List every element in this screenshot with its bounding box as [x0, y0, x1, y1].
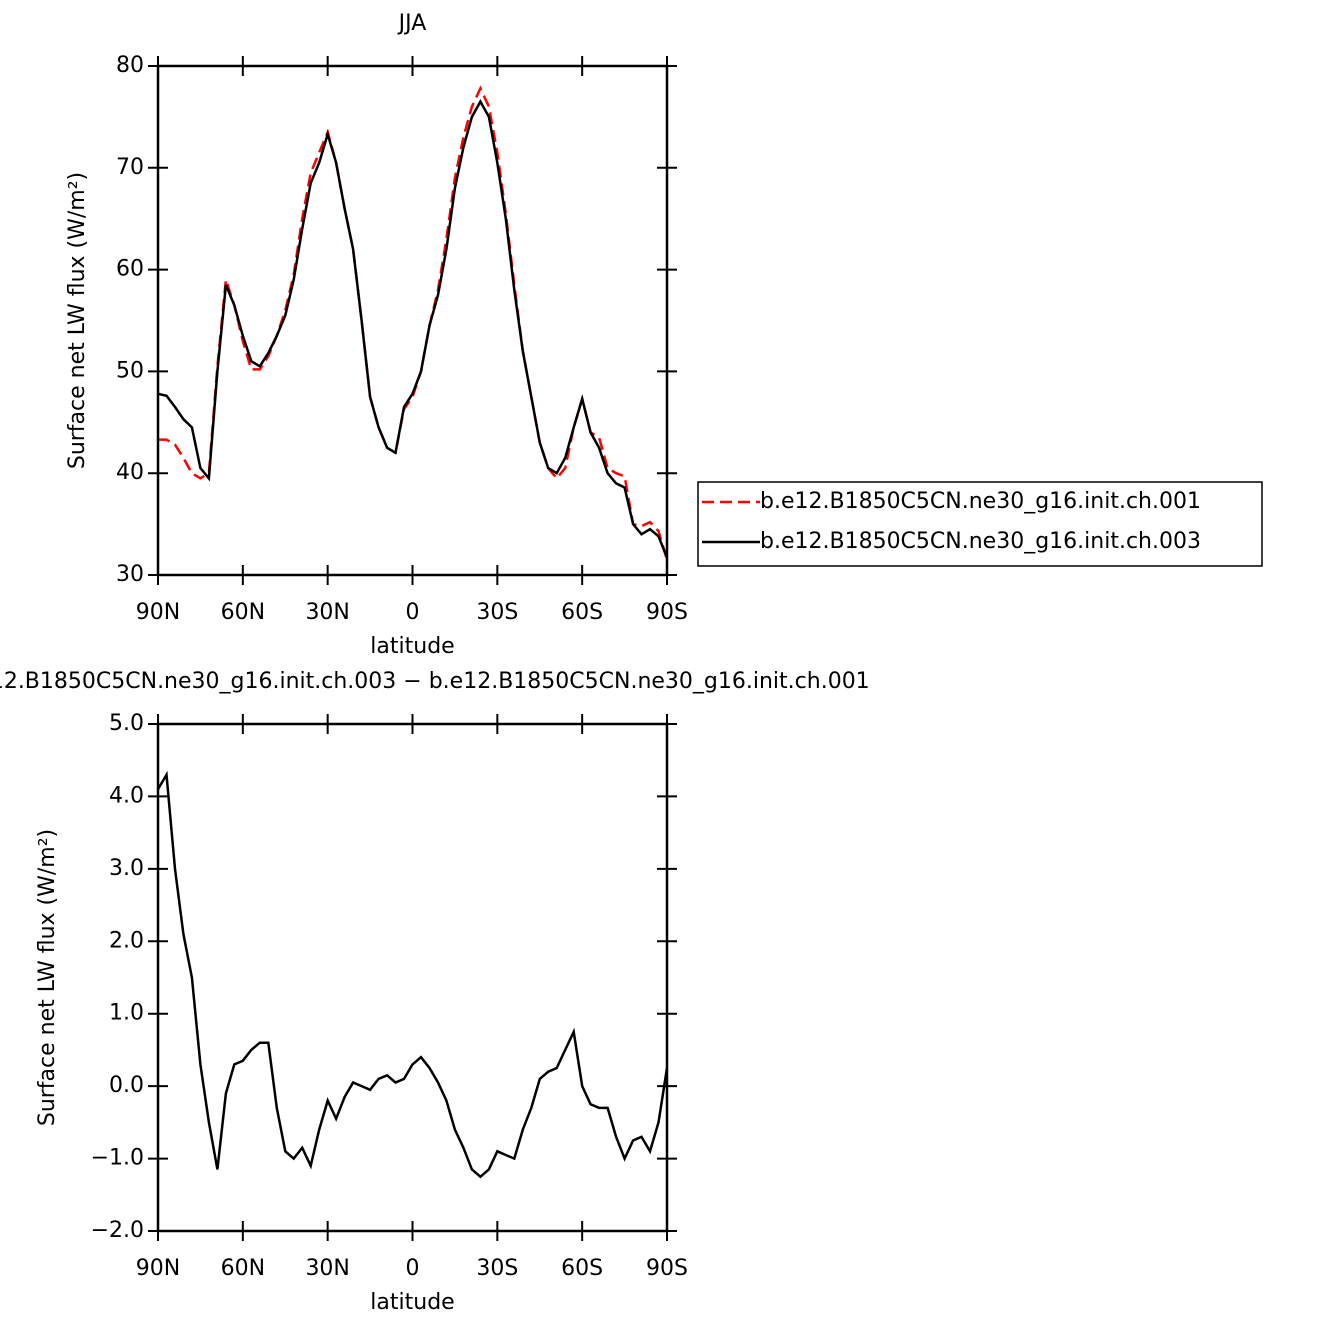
- y-tick-label: 70: [116, 155, 144, 180]
- y-tick-label: 50: [116, 358, 144, 383]
- x-axis-label: latitude: [370, 1290, 454, 1315]
- y-tick-label: 80: [116, 53, 144, 78]
- legend-label: b.e12.B1850C5CN.ne30_g16.init.ch.003: [760, 529, 1201, 554]
- plot-frame: [156, 722, 669, 1233]
- x-tick-label: 60N: [221, 600, 265, 625]
- data-line: [156, 770, 669, 1179]
- y-tick-label: −2.0: [91, 1218, 144, 1243]
- y-tick-label: 2.0: [109, 928, 144, 953]
- x-tick-label: 60S: [561, 600, 603, 625]
- x-tick-label: 30N: [305, 1256, 349, 1281]
- legend-label: b.e12.B1850C5CN.ne30_g16.init.ch.001: [760, 489, 1201, 514]
- y-tick-label: 1.0: [109, 1001, 144, 1026]
- legend-box: [697, 481, 1263, 567]
- chart-title: JJA: [397, 11, 427, 36]
- x-tick-label: 90N: [136, 1256, 180, 1281]
- y-tick-label: 40: [116, 460, 144, 485]
- x-tick-label: 30N: [305, 600, 349, 625]
- x-tick-label: 90N: [136, 600, 180, 625]
- chart-title: b.e12.B1850C5CN.ne30_g16.init.ch.003 − b…: [0, 669, 870, 694]
- data-line: [157, 99, 669, 559]
- x-tick-label: 30S: [476, 600, 518, 625]
- y-tick-label: 5.0: [109, 711, 144, 736]
- plot-frame: [156, 64, 669, 577]
- data-line: [158, 85, 669, 561]
- y-tick-label: 3.0: [109, 856, 144, 881]
- x-axis-label: latitude: [370, 634, 454, 659]
- y-tick-label: 60: [116, 257, 144, 282]
- y-tick-label: −1.0: [91, 1146, 144, 1171]
- y-tick-label: 4.0: [109, 783, 144, 808]
- x-tick-label: 90S: [646, 1256, 688, 1281]
- x-tick-label: 60N: [221, 1256, 265, 1281]
- x-tick-label: 60S: [561, 1256, 603, 1281]
- x-tick-label: 0: [406, 600, 420, 625]
- x-tick-label: 90S: [646, 600, 688, 625]
- y-tick-label: 30: [116, 562, 144, 587]
- y-axis-label: Surface net LW flux (W/m²): [35, 829, 60, 1126]
- x-tick-label: 0: [406, 1256, 420, 1281]
- x-tick-label: 30S: [476, 1256, 518, 1281]
- y-axis-label: Surface net LW flux (W/m²): [65, 172, 90, 469]
- y-tick-label: 0.0: [109, 1073, 144, 1098]
